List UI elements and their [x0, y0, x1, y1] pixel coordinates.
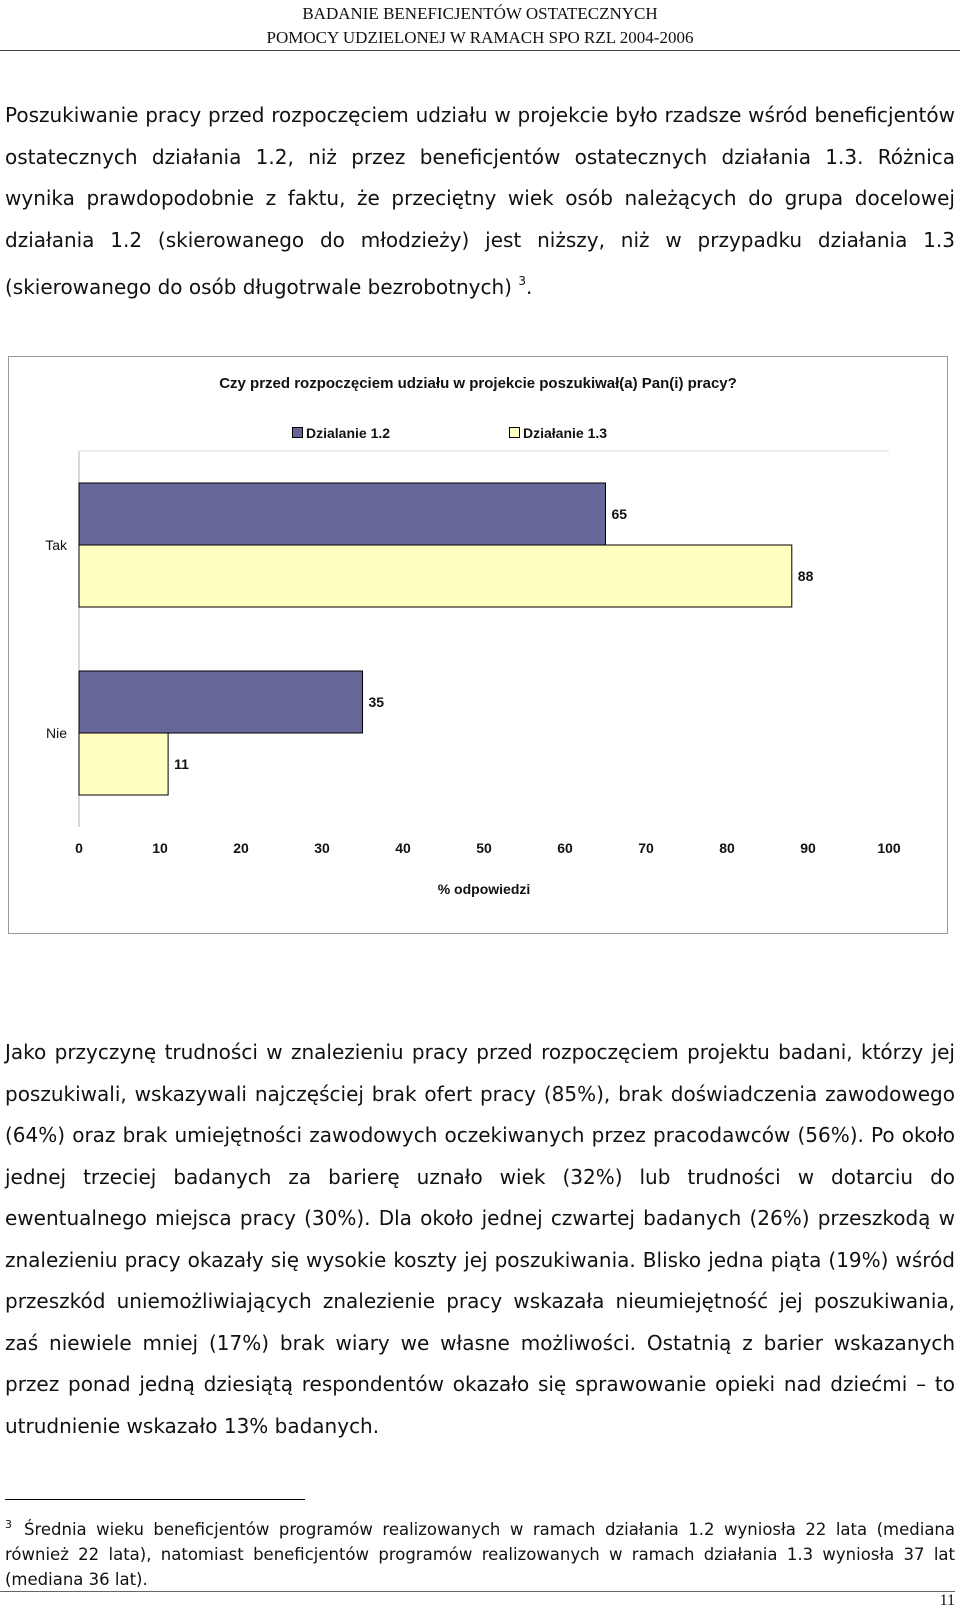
paragraph-text: Poszukiwanie pracy przed rozpoczęciem ud… — [5, 103, 955, 299]
paragraph-barriers: Jako przyczynę trudności w znalezieniu p… — [5, 1040, 955, 1438]
bar-tak-series-1 — [78, 482, 606, 546]
footnote-separator — [5, 1499, 305, 1500]
footnote-number: 3 — [5, 1518, 12, 1531]
legend-swatch-series-1 — [292, 427, 303, 438]
page-footer-rule — [0, 1591, 955, 1592]
x-axis-title: % odpowiedzi — [438, 881, 531, 897]
x-tick-label-80: 80 — [719, 840, 735, 856]
legend-item-series-2: Działanie 1.3 — [509, 425, 607, 441]
x-tick-label-70: 70 — [638, 840, 654, 856]
page-number: 11 — [939, 1592, 955, 1609]
x-tick-label-60: 60 — [557, 840, 573, 856]
paragraph-end: . — [525, 275, 533, 299]
data-label-tak-series-1: 65 — [612, 506, 628, 522]
x-tick-label-0: 0 — [75, 840, 83, 856]
data-label-nie-series-1: 35 — [369, 694, 385, 710]
data-label-nie-series-2: 11 — [174, 756, 189, 772]
x-tick-label-10: 10 — [152, 840, 168, 856]
bar-tak-series-2 — [78, 544, 793, 608]
x-tick-label-40: 40 — [395, 840, 411, 856]
legend-swatch-series-2 — [509, 427, 520, 438]
bar-nie-series-2 — [78, 732, 169, 796]
category-label-tak: Tak — [45, 537, 68, 553]
page-header: BADANIE BENEFICJENTÓW OSTATECZNYCH POMOC… — [0, 0, 960, 52]
x-tick-label-90: 90 — [800, 840, 816, 856]
data-label-tak-series-2: 88 — [798, 568, 814, 584]
chart-container: Czy przed rozpoczęciem udziału w projekc… — [8, 356, 948, 934]
chart-title: Czy przed rozpoczęciem udziału w projekc… — [219, 375, 737, 392]
footnote: 3 Średnia wieku beneficjentów programów r… — [5, 1512, 955, 1592]
x-tick-label-100: 100 — [877, 840, 901, 856]
bar-chart: Tak 65 88 Nie 35 11 0 10 20 30 40 50 60 70 80 90 100 % od… — [45, 450, 901, 897]
footnote-text: Średnia wieku beneficjentów programów re… — [5, 1520, 955, 1589]
footnote-reference: 3 — [518, 274, 526, 288]
x-tick-label-50: 50 — [476, 840, 492, 856]
header-line-2: POMOCY UDZIELONEJ W RAMACH SPO RZL 2004-… — [266, 28, 694, 47]
paragraph-job-search: Poszukiwanie pracy przed rozpoczęciem ud… — [5, 95, 955, 309]
header-rule — [0, 50, 960, 51]
bar-nie-series-1 — [78, 670, 363, 734]
legend-item-series-1: Dzialanie 1.2 — [292, 425, 390, 441]
x-tick-label-20: 20 — [233, 840, 249, 856]
x-tick-label-30: 30 — [314, 840, 330, 856]
header-line-1: BADANIE BENEFICJENTÓW OSTATECZNYCH — [302, 4, 658, 23]
legend-label-series-1: Dzialanie 1.2 — [306, 425, 391, 441]
category-label-nie: Nie — [46, 725, 67, 741]
legend-label-series-2: Działanie 1.3 — [523, 425, 608, 441]
